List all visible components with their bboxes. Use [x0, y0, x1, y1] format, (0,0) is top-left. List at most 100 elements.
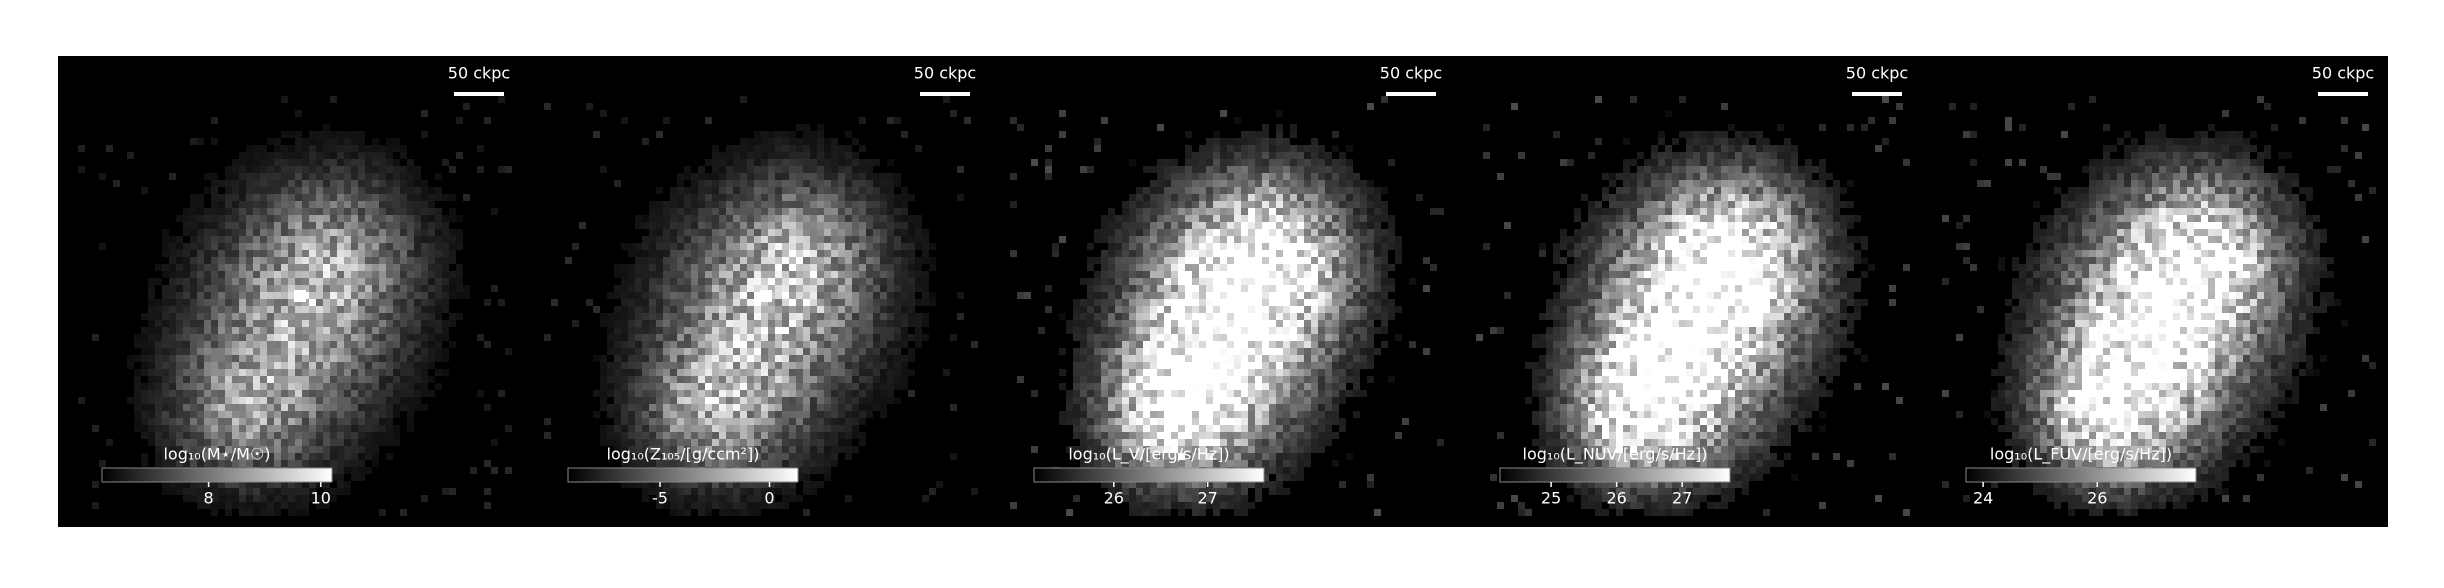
image-pixel — [817, 194, 824, 201]
image-pixel — [691, 313, 698, 320]
image-pixel — [1290, 145, 1297, 152]
image-pixel — [134, 418, 141, 425]
image-pixel — [330, 495, 337, 502]
image-pixel — [838, 243, 845, 250]
image-pixel — [400, 215, 407, 222]
image-pixel — [887, 355, 894, 362]
image-pixel — [887, 341, 894, 348]
image-pixel — [281, 180, 288, 187]
image-pixel — [1276, 152, 1283, 159]
image-pixel — [810, 320, 817, 327]
image-pixel — [775, 229, 782, 236]
image-pixel — [810, 180, 817, 187]
image-pixel — [810, 327, 817, 334]
image-pixel — [1248, 201, 1255, 208]
image-pixel — [852, 201, 859, 208]
image-pixel — [649, 236, 656, 243]
image-pixel — [775, 418, 782, 425]
image-pixel — [1290, 152, 1297, 159]
image-pixel — [169, 271, 176, 278]
image-pixel — [1199, 173, 1206, 180]
image-pixel — [894, 306, 901, 313]
image-pixel — [407, 299, 414, 306]
image-pixel — [649, 208, 656, 215]
image-pixel — [950, 334, 957, 341]
image-pixel — [719, 313, 726, 320]
image-pixel — [330, 453, 337, 460]
image-pixel — [754, 208, 761, 215]
image-pixel — [1276, 124, 1283, 131]
image-pixel — [183, 285, 190, 292]
image-pixel — [337, 215, 344, 222]
image-pixel — [782, 320, 789, 327]
image-pixel — [698, 313, 705, 320]
image-pixel — [344, 215, 351, 222]
image-pixel — [600, 383, 607, 390]
image-pixel — [232, 208, 239, 215]
image-pixel — [421, 236, 428, 243]
image-pixel — [705, 278, 712, 285]
image-pixel — [1276, 278, 1283, 285]
image-pixel — [677, 509, 684, 516]
image-pixel — [1115, 257, 1122, 264]
image-pixel — [232, 390, 239, 397]
image-pixel — [330, 397, 337, 404]
image-pixel — [719, 397, 726, 404]
image-pixel — [691, 201, 698, 208]
image-pixel — [330, 166, 337, 173]
image-pixel — [1248, 166, 1255, 173]
image-pixel — [1108, 271, 1115, 278]
image-pixel — [1248, 138, 1255, 145]
image-pixel — [1283, 250, 1290, 257]
image-pixel — [183, 362, 190, 369]
image-pixel — [176, 306, 183, 313]
image-pixel — [183, 341, 190, 348]
image-pixel — [1381, 257, 1388, 264]
image-pixel — [400, 369, 407, 376]
image-pixel — [656, 355, 663, 362]
image-pixel — [281, 243, 288, 250]
image-pixel — [323, 222, 330, 229]
image-pixel — [845, 208, 852, 215]
image-pixel — [1374, 229, 1381, 236]
image-pixel — [761, 236, 768, 243]
image-pixel — [372, 369, 379, 376]
image-pixel — [435, 215, 442, 222]
image-pixel — [148, 285, 155, 292]
image-pixel — [1150, 236, 1157, 243]
image-pixel — [943, 96, 950, 103]
image-pixel — [754, 348, 761, 355]
image-pixel — [726, 425, 733, 432]
image-pixel — [740, 502, 747, 509]
image-pixel — [274, 306, 281, 313]
image-pixel — [761, 159, 768, 166]
image-pixel — [309, 208, 316, 215]
image-pixel — [824, 236, 831, 243]
image-pixel — [435, 194, 442, 201]
image-pixel — [1290, 201, 1297, 208]
image-pixel — [477, 334, 484, 341]
image-pixel — [1206, 145, 1213, 152]
image-pixel — [852, 348, 859, 355]
image-pixel — [1136, 187, 1143, 194]
image-pixel — [274, 376, 281, 383]
image-pixel — [831, 362, 838, 369]
image-pixel — [232, 222, 239, 229]
image-pixel — [372, 313, 379, 320]
image-pixel — [1381, 285, 1388, 292]
image-pixel — [169, 376, 176, 383]
image-pixel — [1276, 236, 1283, 243]
image-pixel — [337, 271, 344, 278]
image-pixel — [768, 320, 775, 327]
image-pixel — [1171, 250, 1178, 257]
image-pixel — [1164, 201, 1171, 208]
image-pixel — [810, 194, 817, 201]
image-pixel — [407, 201, 414, 208]
image-pixel — [873, 229, 880, 236]
image-pixel — [1094, 138, 1101, 145]
image-pixel — [211, 362, 218, 369]
image-pixel — [162, 425, 169, 432]
image-pixel — [183, 257, 190, 264]
image-pixel — [1276, 138, 1283, 145]
image-pixel — [677, 278, 684, 285]
